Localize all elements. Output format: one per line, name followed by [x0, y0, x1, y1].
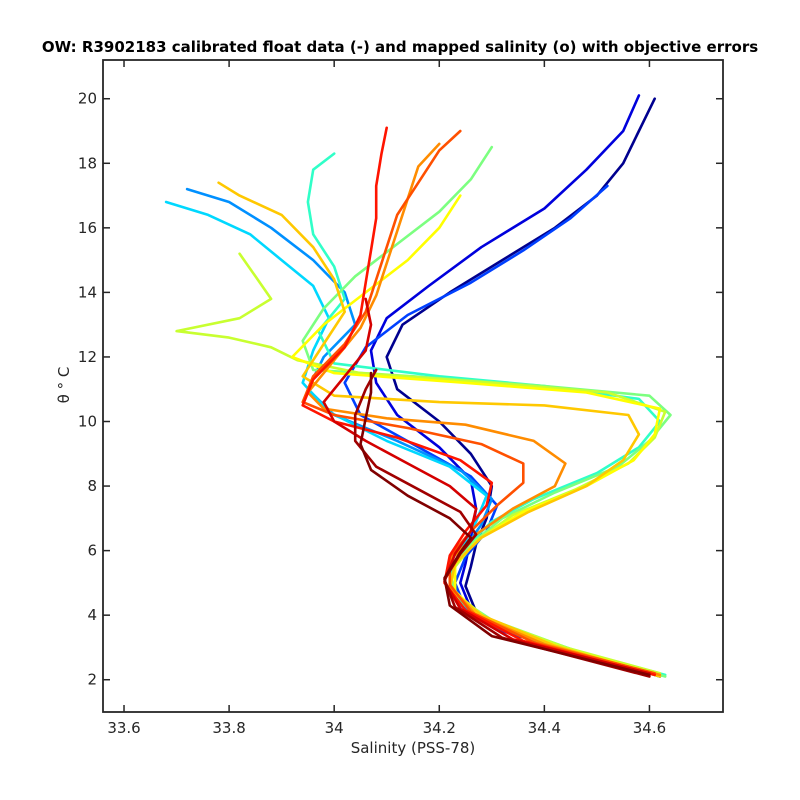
plot-area-frame [102, 59, 724, 713]
y-tick-label: 18 [78, 154, 97, 172]
y-axis-label: θ ° C [55, 367, 73, 404]
y-tick-label: 16 [78, 219, 97, 237]
x-tick-label: 33.6 [107, 719, 140, 737]
y-axis: 2 4 6 8 10 12 14 16 18 20 [78, 90, 723, 689]
series-layer [164, 94, 672, 678]
chart-title: OW: R3902183 calibrated float data (-) a… [42, 38, 758, 56]
y-tick-label: 8 [87, 477, 97, 495]
x-tick-label: 34.6 [633, 719, 666, 737]
y-tick-label: 4 [87, 606, 97, 624]
y-tick-label: 12 [78, 348, 97, 366]
x-tick-label: 34.2 [423, 719, 456, 737]
profile-line-16 [359, 371, 651, 677]
profile-line-13 [301, 126, 657, 677]
profile-line-4 [185, 187, 662, 678]
x-tick-label: 34 [325, 719, 344, 737]
y-tick-label: 14 [78, 283, 97, 301]
x-tick-label: 34.4 [528, 719, 561, 737]
profile-line-9 [290, 194, 662, 677]
profile-line-8 [175, 252, 667, 675]
profile-line-10 [217, 181, 662, 678]
y-tick-label: 6 [87, 542, 97, 560]
profile-line-11 [306, 142, 662, 677]
y-tick-label: 2 [87, 671, 97, 689]
profile-line-15 [353, 368, 651, 678]
profile-line-14 [322, 297, 651, 675]
x-tick-label: 33.8 [212, 719, 245, 737]
y-tick-label: 20 [78, 90, 97, 108]
x-axis-label: Salinity (PSS-78) [351, 739, 476, 757]
profile-line-5 [164, 200, 662, 678]
y-tick-label: 10 [78, 413, 97, 431]
x-axis: 33.6 33.8 34 34.2 34.4 34.6 [107, 60, 666, 737]
